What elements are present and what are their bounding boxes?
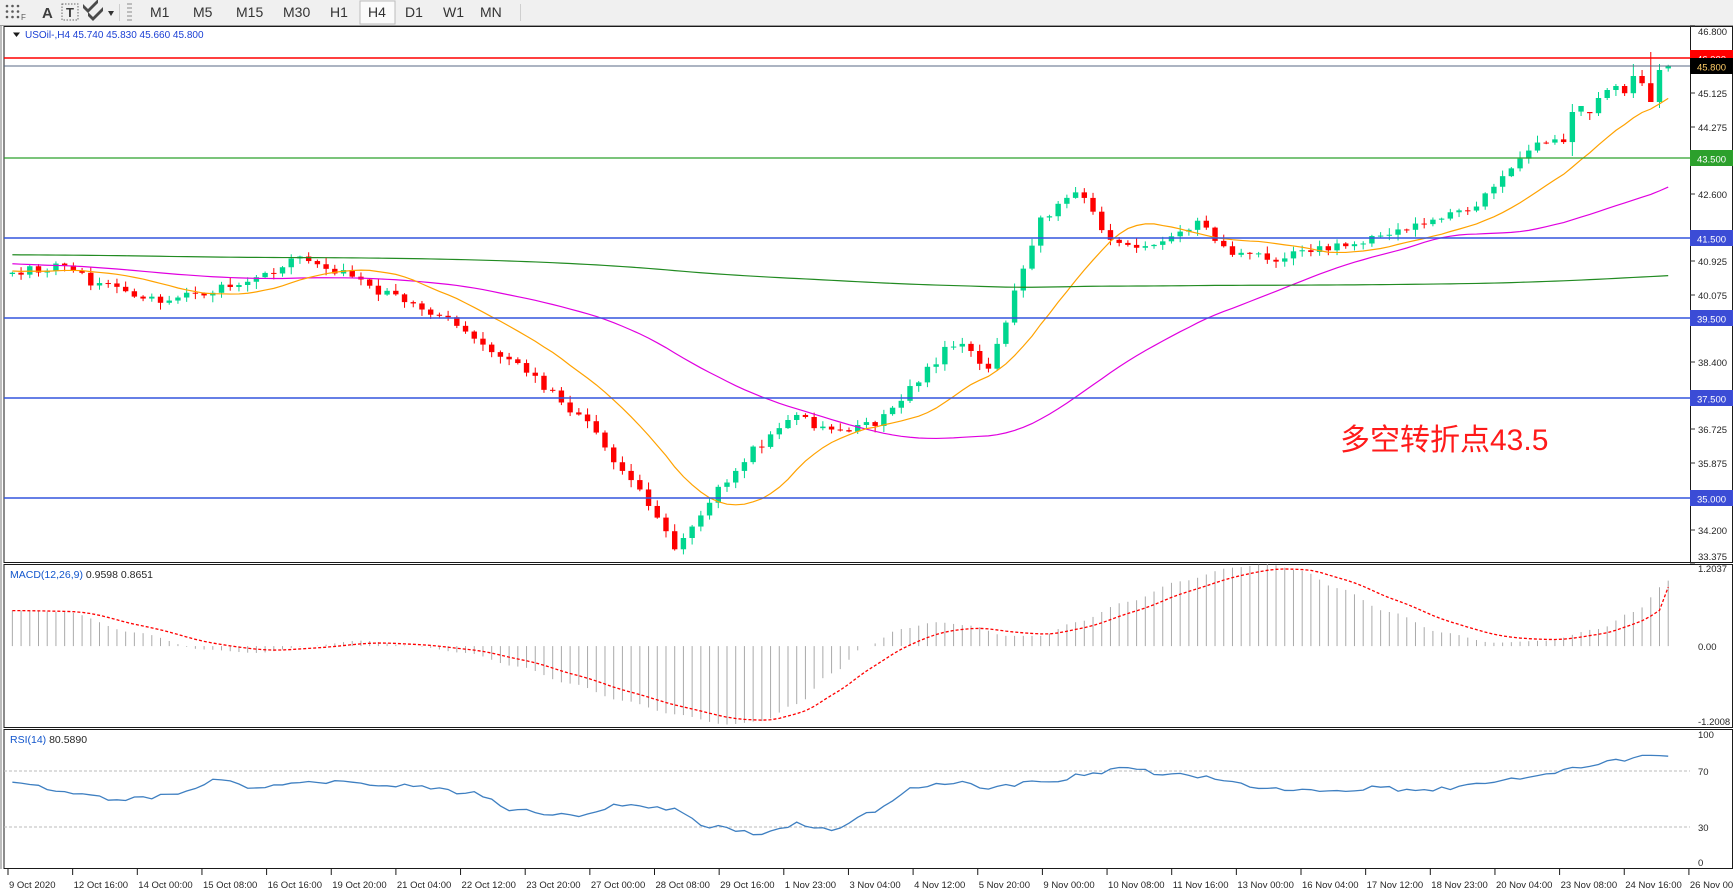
svg-text:14 Oct 00:00: 14 Oct 00:00: [138, 880, 192, 891]
svg-text:17 Nov 12:00: 17 Nov 12:00: [1367, 880, 1424, 891]
svg-text:H4: H4: [368, 4, 386, 20]
svg-text:A: A: [42, 5, 53, 22]
svg-text:45.125: 45.125: [1698, 89, 1727, 100]
svg-text:29 Oct 16:00: 29 Oct 16:00: [720, 880, 774, 891]
svg-text:13 Nov 00:00: 13 Nov 00:00: [1237, 880, 1294, 891]
svg-text:T: T: [66, 5, 74, 20]
svg-text:35.000: 35.000: [1697, 495, 1726, 506]
svg-text:M5: M5: [193, 4, 213, 20]
svg-text:F: F: [21, 13, 26, 22]
svg-text:23 Oct 20:00: 23 Oct 20:00: [526, 880, 580, 891]
svg-text:30: 30: [1698, 823, 1709, 834]
svg-text:5 Nov 20:00: 5 Nov 20:00: [979, 880, 1030, 891]
svg-text:MACD(12,26,9) 0.9598 0.8651: MACD(12,26,9) 0.9598 0.8651: [10, 569, 153, 581]
svg-text:10 Nov 08:00: 10 Nov 08:00: [1108, 880, 1165, 891]
svg-text:35.875: 35.875: [1698, 459, 1727, 470]
svg-text:19 Oct 20:00: 19 Oct 20:00: [332, 880, 386, 891]
svg-text:20 Nov 04:00: 20 Nov 04:00: [1496, 880, 1553, 891]
svg-text:USOil-,H4 45.740 45.830 45.66: USOil-,H4 45.740 45.830 45.660 45.800: [25, 30, 204, 41]
svg-text:1 Nov 23:00: 1 Nov 23:00: [785, 880, 836, 891]
svg-text:38.400: 38.400: [1698, 358, 1727, 369]
svg-text:39.500: 39.500: [1697, 315, 1726, 326]
svg-text:0: 0: [1698, 858, 1703, 869]
svg-text:42.600: 42.600: [1698, 190, 1727, 201]
svg-text:40.075: 40.075: [1698, 291, 1727, 302]
svg-text:100: 100: [1698, 730, 1714, 741]
svg-text:43.500: 43.500: [1697, 155, 1726, 166]
svg-text:M1: M1: [150, 4, 170, 20]
svg-text:W1: W1: [443, 4, 464, 20]
svg-text:46.800: 46.800: [1698, 27, 1727, 38]
svg-text:RSI(14) 80.5890: RSI(14) 80.5890: [10, 734, 87, 746]
svg-text:24 Nov 16:00: 24 Nov 16:00: [1625, 880, 1682, 891]
svg-text:44.275: 44.275: [1698, 123, 1727, 134]
svg-text:D1: D1: [405, 4, 423, 20]
svg-text:26 Nov 00:00: 26 Nov 00:00: [1690, 880, 1733, 891]
svg-text:37.500: 37.500: [1697, 395, 1726, 406]
svg-text:70: 70: [1698, 767, 1709, 778]
svg-text:M30: M30: [283, 4, 310, 20]
svg-text:0.00: 0.00: [1698, 642, 1717, 653]
svg-text:21 Oct 04:00: 21 Oct 04:00: [397, 880, 451, 891]
svg-text:9 Nov 00:00: 9 Nov 00:00: [1043, 880, 1094, 891]
svg-text:4 Nov 12:00: 4 Nov 12:00: [914, 880, 965, 891]
svg-text:1.2037: 1.2037: [1698, 564, 1727, 575]
svg-text:3 Nov 04:00: 3 Nov 04:00: [849, 880, 900, 891]
svg-text:45.800: 45.800: [1697, 63, 1726, 74]
svg-text:11 Nov 16:00: 11 Nov 16:00: [1173, 880, 1229, 891]
svg-text:M15: M15: [236, 4, 263, 20]
svg-text:18 Nov 23:00: 18 Nov 23:00: [1431, 880, 1488, 891]
svg-text:23 Nov 08:00: 23 Nov 08:00: [1561, 880, 1618, 891]
svg-text:16 Nov 04:00: 16 Nov 04:00: [1302, 880, 1359, 891]
svg-text:36.725: 36.725: [1698, 425, 1727, 436]
svg-text:H1: H1: [330, 4, 348, 20]
svg-text:15 Oct 08:00: 15 Oct 08:00: [203, 880, 257, 891]
svg-text:22 Oct 12:00: 22 Oct 12:00: [462, 880, 516, 891]
svg-text:-1.2008: -1.2008: [1698, 717, 1730, 728]
svg-text:12 Oct 16:00: 12 Oct 16:00: [74, 880, 128, 891]
svg-text:MN: MN: [480, 4, 502, 20]
svg-text:33.375: 33.375: [1698, 552, 1727, 563]
svg-text:28 Oct 08:00: 28 Oct 08:00: [656, 880, 710, 891]
svg-text:40.925: 40.925: [1698, 257, 1727, 268]
svg-text:16 Oct 16:00: 16 Oct 16:00: [268, 880, 322, 891]
svg-text:41.500: 41.500: [1697, 235, 1726, 246]
svg-text:27 Oct 00:00: 27 Oct 00:00: [591, 880, 645, 891]
svg-text:34.200: 34.200: [1698, 526, 1727, 537]
svg-text:多空转折点43.5: 多空转折点43.5: [1340, 424, 1548, 457]
svg-text:9 Oct 2020: 9 Oct 2020: [9, 880, 55, 891]
